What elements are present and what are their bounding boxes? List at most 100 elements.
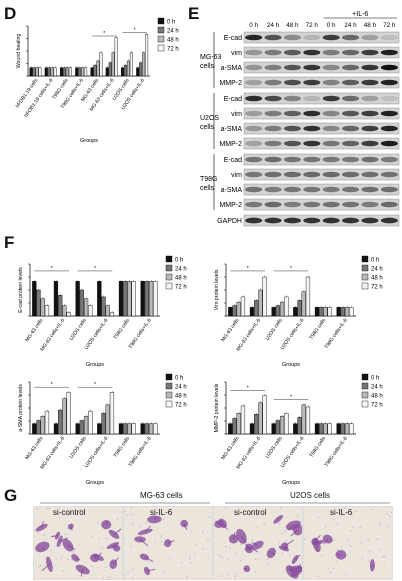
- bar-chart-F1-3-3: [109, 312, 115, 317]
- stained-cell: [273, 515, 284, 524]
- bar-chart-F4-0-1: [232, 418, 237, 435]
- cell-process: [139, 539, 149, 547]
- blot-band: [303, 34, 321, 41]
- significance-mark: *: [134, 28, 136, 34]
- cell-group-label: cells: [200, 63, 215, 70]
- pore: [333, 567, 335, 570]
- pore: [160, 535, 162, 538]
- pore: [382, 556, 385, 558]
- blot-strip: [243, 46, 400, 59]
- pore: [126, 514, 129, 516]
- pore: [145, 521, 148, 524]
- blot-band: [303, 201, 321, 208]
- pore: [39, 565, 42, 567]
- x-tick-label: U2OS cells: [69, 435, 89, 459]
- blot-band: [283, 217, 301, 224]
- x-tick-label: T98G cells+IL-6: [128, 318, 153, 351]
- cell-process: [146, 568, 156, 572]
- bar-chart-F3-3-0: [97, 423, 102, 435]
- x-tick-label: hFOB1.19 cells+IL-6: [23, 78, 54, 119]
- blot-band: [283, 125, 301, 132]
- cell-process: [80, 569, 84, 577]
- pore: [195, 543, 197, 546]
- pore: [240, 560, 242, 562]
- cell-group-label: cells: [200, 185, 215, 192]
- pore: [193, 553, 196, 555]
- bar-chart-F2-5-2: [344, 307, 350, 317]
- pore: [383, 561, 385, 564]
- pore: [227, 529, 230, 532]
- legend-label: 48 h: [167, 38, 179, 44]
- blot-band: [264, 95, 282, 102]
- blot-strip: [243, 153, 400, 166]
- bar-chart-F3-4-3: [131, 423, 136, 435]
- bar-chart-D-2-2: [65, 67, 69, 77]
- bar-chart-F4-5-3: [349, 423, 354, 435]
- stained-cell: [147, 515, 162, 524]
- stained-cell: [35, 541, 50, 553]
- legend-swatch: [165, 273, 173, 281]
- lane-time-label: 72 h: [383, 22, 396, 29]
- legend-label: 24 h: [371, 267, 383, 273]
- stained-cell: [54, 531, 61, 540]
- cell-process: [183, 523, 188, 531]
- pore: [333, 539, 336, 541]
- pore: [201, 531, 204, 533]
- blot-band: [245, 217, 263, 224]
- bar-chart-F4-5-2: [344, 423, 350, 435]
- blot-band: [322, 186, 340, 193]
- cell-process: [144, 525, 151, 533]
- bar-chart-F4-5-0: [336, 423, 341, 435]
- blot-band: [264, 201, 282, 208]
- blot-band: [245, 156, 263, 163]
- pore: [97, 521, 99, 524]
- bar-chart-F3-3-2: [105, 404, 110, 435]
- group-header-rules: [40, 502, 390, 504]
- bar-chart-F1-1-1: [58, 295, 63, 317]
- pore: [368, 550, 371, 552]
- micro-label-4: si-IL-6: [330, 508, 353, 517]
- blot-band: [322, 217, 340, 224]
- bar-chart-F1-1-3: [66, 312, 71, 317]
- panel-label-d: D: [4, 4, 17, 23]
- bar-chart-F3-1-1: [58, 409, 63, 435]
- protein-label: E-cad: [224, 157, 242, 164]
- bar-chart-F4-3-2: [301, 404, 306, 435]
- cell-group-label: MG-63: [200, 54, 222, 61]
- cell-process: [113, 545, 118, 549]
- micro-label-3: si-control: [234, 508, 267, 517]
- legend-swatch: [361, 255, 369, 263]
- bar-chart-F4-0-2: [236, 413, 241, 435]
- pore: [91, 565, 94, 568]
- cell-process: [336, 553, 342, 556]
- blot-band: [283, 64, 301, 71]
- y-axis-label: Vim protein levels: [214, 269, 220, 310]
- cell-process: [154, 516, 158, 520]
- bar-chart-F3-1-0: [53, 423, 59, 435]
- cell-process: [241, 536, 247, 543]
- bar-chart-F3-0-1: [36, 420, 41, 435]
- pore: [186, 576, 188, 579]
- cell-process: [41, 521, 44, 528]
- blot-band: [380, 156, 398, 163]
- blot-band: [303, 156, 321, 163]
- blot-band: [342, 217, 360, 224]
- cell-process: [75, 557, 81, 561]
- pore: [333, 518, 335, 521]
- pore: [61, 555, 63, 557]
- pore: [254, 570, 257, 573]
- bar-chart-D-6-2: [126, 60, 130, 77]
- pore: [386, 513, 389, 515]
- bar-chart-D-6-0: [120, 67, 124, 77]
- blot-band: [380, 49, 398, 56]
- blot-band: [342, 110, 360, 117]
- blot-strip: [243, 107, 400, 120]
- bar-chart-D-7-0: [136, 67, 140, 77]
- cell-process: [67, 544, 76, 551]
- pore: [130, 513, 132, 516]
- pore: [132, 523, 134, 526]
- pore: [190, 531, 193, 533]
- cell-process: [283, 547, 289, 549]
- micrograph-image: [304, 507, 392, 579]
